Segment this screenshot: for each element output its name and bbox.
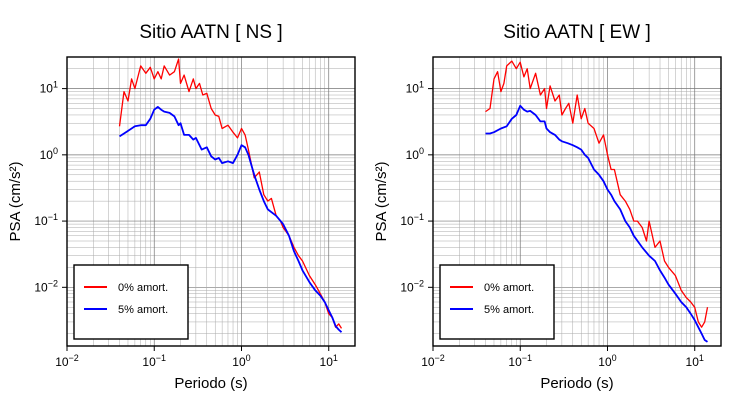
y-axis-label: PSA (cm/s²)	[7, 161, 24, 241]
x-tick-base: 10	[598, 355, 612, 369]
y-tick-base: 10	[400, 280, 414, 294]
y-tick-base: 10	[406, 148, 420, 162]
x-tick-exponent: −2	[69, 353, 79, 363]
y-tick-exponent: 1	[419, 80, 424, 90]
series-line-0	[485, 60, 709, 328]
x-tick-label: 101	[686, 353, 704, 369]
x-tick-label: 100	[232, 353, 250, 369]
legend: 0% amort. 5% amort.	[73, 264, 189, 340]
x-tick-label: 10−1	[142, 353, 166, 369]
y-tick-base: 10	[34, 280, 48, 294]
x-tick-base: 10	[55, 355, 69, 369]
legend-box	[73, 264, 189, 340]
y-tick-base: 10	[406, 82, 420, 96]
x-tick-base: 10	[508, 355, 522, 369]
y-tick-exponent: −2	[414, 278, 424, 288]
y-tick-base: 10	[34, 214, 48, 228]
x-tick-exponent: −1	[156, 353, 166, 363]
legend-label-0: 0% amort.	[118, 282, 168, 294]
y-tick-label: 101	[40, 80, 58, 96]
x-tick-base: 10	[686, 355, 700, 369]
y-tick-label: 10−2	[34, 278, 58, 294]
x-tick-base: 10	[421, 355, 435, 369]
x-tick-exponent: 0	[612, 353, 617, 363]
y-tick-label: 101	[406, 80, 424, 96]
y-tick-exponent: 1	[53, 80, 58, 90]
x-tick-exponent: 1	[699, 353, 704, 363]
x-tick-exponent: −2	[435, 353, 445, 363]
y-tick-base: 10	[400, 214, 414, 228]
chart-title: Sitio AATN [ NS ]	[139, 22, 282, 43]
series-line-0	[118, 58, 343, 329]
series-line-1	[485, 104, 709, 343]
y-tick-base: 10	[40, 82, 54, 96]
y-tick-label: 100	[40, 146, 58, 162]
y-tick-label: 100	[406, 146, 424, 162]
y-tick-exponent: −1	[414, 212, 424, 222]
x-tick-base: 10	[320, 355, 334, 369]
plot-frame	[432, 56, 722, 347]
legend-label-1: 5% amort.	[484, 304, 534, 316]
y-tick-label: 10−1	[400, 212, 424, 228]
x-tick-exponent: 1	[333, 353, 338, 363]
legend: 0% amort. 5% amort.	[439, 264, 555, 340]
x-tick-exponent: 0	[246, 353, 251, 363]
y-tick-label: 10−2	[400, 278, 424, 294]
x-axis-label: Periodo (s)	[540, 375, 613, 392]
x-tick-exponent: −1	[522, 353, 532, 363]
y-tick-base: 10	[40, 148, 54, 162]
legend-box	[439, 264, 555, 340]
plot-frame	[66, 56, 356, 347]
y-tick-exponent: −2	[48, 278, 58, 288]
x-axis-label: Periodo (s)	[174, 375, 247, 392]
x-tick-base: 10	[142, 355, 156, 369]
series-line-1	[119, 106, 343, 333]
x-tick-label: 10−2	[421, 353, 445, 369]
x-tick-label: 10−1	[508, 353, 532, 369]
x-tick-label: 10−2	[55, 353, 79, 369]
x-tick-label: 101	[320, 353, 338, 369]
y-tick-label: 10−1	[34, 212, 58, 228]
legend-label-0: 0% amort.	[484, 282, 534, 294]
y-tick-exponent: 0	[419, 146, 424, 156]
y-tick-exponent: 0	[53, 146, 58, 156]
legend-label-1: 5% amort.	[118, 304, 168, 316]
chart-title: Sitio AATN [ EW ]	[503, 22, 650, 43]
x-tick-label: 100	[598, 353, 616, 369]
x-tick-base: 10	[232, 355, 246, 369]
y-tick-exponent: −1	[48, 212, 58, 222]
y-axis-label: PSA (cm/s²)	[373, 161, 390, 241]
